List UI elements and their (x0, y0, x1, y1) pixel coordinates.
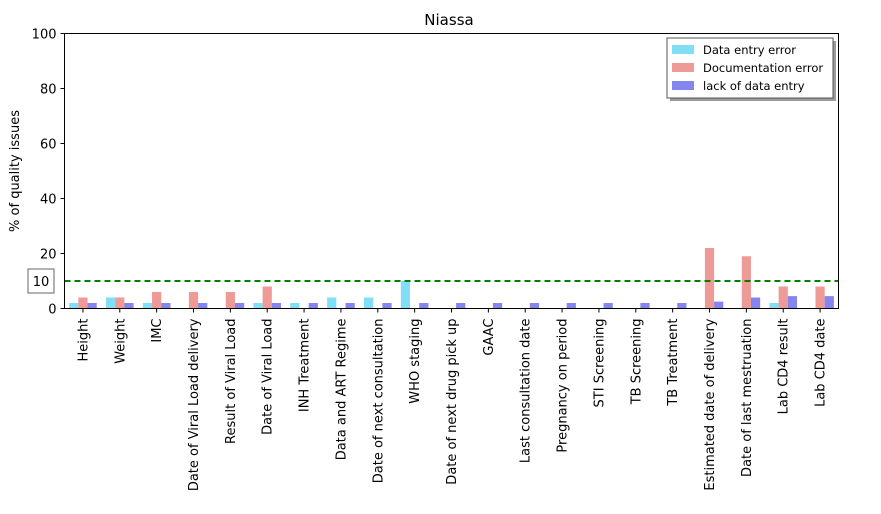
bar-data-entry-error-2 (142, 303, 153, 309)
y-tick-label: 60 (40, 138, 57, 153)
bar-lack-of-data-entry-15 (640, 303, 650, 309)
x-tick-label: Result of Viral Load (224, 319, 239, 444)
bar-data-entry-error-1 (105, 297, 116, 309)
y-tick-label: 0 (48, 303, 56, 318)
legend-label: lack of data entry (703, 79, 805, 93)
bar-documentation-error-1 (115, 297, 125, 309)
bar-documentation-error-18 (741, 256, 751, 309)
y-tick-label: 100 (32, 28, 57, 43)
bar-data-entry-error-6 (290, 303, 300, 309)
x-tick-label: IMC (150, 319, 165, 343)
bar-documentation-error-20 (815, 286, 825, 309)
y-tick-label: 40 (40, 193, 57, 208)
y-axis: 0 20 40 60 80 100 (32, 28, 65, 318)
bar-lack-of-data-entry-10 (456, 303, 466, 309)
x-tick-label: Date of last mestruation (740, 319, 755, 477)
legend: Data entry error Documentation error lack … (666, 37, 836, 101)
bar-lack-of-data-entry-12 (529, 303, 540, 309)
x-tick-label: GAAC (482, 319, 497, 356)
x-tick-label: Estimated date of delivery (703, 318, 718, 490)
x-tick-label: Last consultation date (519, 319, 534, 464)
legend-swatch (672, 81, 694, 90)
bar-lack-of-data-entry-5 (271, 303, 282, 309)
bar-lack-of-data-entry-8 (382, 303, 392, 309)
x-tick-label: Date of next consultation (371, 319, 386, 484)
x-tick-label: Pregnancy on period (556, 319, 571, 453)
x-tick-label: WHO staging (408, 319, 423, 404)
reference-line-layer: 10 (27, 268, 839, 294)
x-tick-label: INH Treatment (298, 319, 313, 413)
chart-title: Niassa (424, 11, 473, 29)
y-tick-label: 80 (40, 83, 57, 98)
bar-documentation-error-19 (778, 286, 788, 309)
x-tick-label: Date of Viral Load delivery (187, 318, 202, 491)
threshold-label: 10 (33, 275, 50, 290)
legend-box (666, 37, 834, 99)
bar-documentation-error-2 (152, 292, 162, 309)
bar-documentation-error-0 (78, 297, 88, 309)
bar-data-entry-error-9 (400, 281, 411, 309)
y-tick-label: 20 (40, 248, 57, 263)
bar-lack-of-data-entry-2 (161, 303, 171, 309)
plot-frame (64, 33, 839, 309)
bar-lack-of-data-entry-20 (824, 296, 834, 309)
bar-data-entry-error-5 (253, 303, 263, 309)
bar-data-entry-error-0 (69, 303, 79, 309)
x-tick-label: TB Treatment (666, 319, 681, 407)
bar-lack-of-data-entry-16 (677, 303, 687, 309)
bar-lack-of-data-entry-14 (603, 303, 613, 309)
bar-lack-of-data-entry-0 (87, 303, 97, 309)
bar-data-entry-error-19 (769, 303, 779, 309)
legend-swatch (672, 45, 694, 54)
bar-lack-of-data-entry-9 (419, 303, 429, 309)
bar-data-entry-error-7 (327, 297, 337, 309)
x-tick-label: Weight (113, 319, 128, 364)
x-tick-label: Date of next drug pick up (445, 319, 460, 485)
bar-lack-of-data-entry-3 (198, 303, 208, 309)
bar-documentation-error-5 (262, 286, 272, 309)
x-tick-label: Lab CD4 result (777, 319, 792, 415)
bar-lack-of-data-entry-11 (492, 303, 503, 309)
bar-lack-of-data-entry-17 (714, 301, 724, 309)
bar-lack-of-data-entry-18 (750, 297, 761, 309)
legend-swatch (672, 63, 694, 72)
x-tick-label: STI Screening (592, 319, 607, 408)
bar-data-entry-error-8 (363, 297, 374, 309)
x-tick-label: Date of Viral Load (261, 319, 276, 435)
bar-documentation-error-17 (704, 248, 715, 309)
x-axis: Height Weight IMC Date of Viral Load delive… (76, 308, 829, 491)
x-tick-label: TB Screening (629, 319, 644, 406)
legend-label: Documentation error (703, 61, 823, 75)
bars-layer (69, 248, 834, 309)
x-tick-label: Data and ART Regime (334, 319, 349, 461)
bar-lack-of-data-entry-7 (345, 303, 355, 309)
bar-documentation-error-3 (188, 292, 199, 309)
bar-lack-of-data-entry-19 (787, 296, 798, 309)
bar-documentation-error-4 (225, 292, 235, 309)
y-axis-label: % of quality issues (8, 110, 23, 232)
bar-lack-of-data-entry-4 (234, 303, 245, 309)
bar-lack-of-data-entry-6 (308, 303, 318, 309)
bar-lack-of-data-entry-1 (124, 303, 134, 309)
threshold-label-box (27, 268, 55, 294)
x-tick-label: Lab CD4 date (814, 319, 829, 407)
legend-label: Data entry error (703, 43, 796, 57)
x-tick-label: Height (76, 319, 91, 362)
bar-lack-of-data-entry-13 (566, 303, 576, 309)
